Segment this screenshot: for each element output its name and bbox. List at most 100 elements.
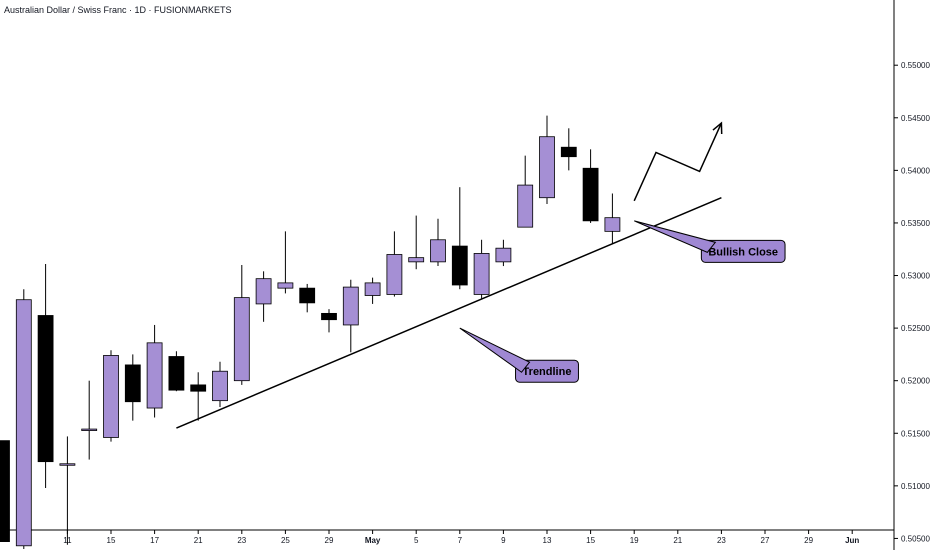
- bullish-candle[interactable]: [517, 155, 534, 228]
- x-tick-label: Jun: [845, 536, 859, 545]
- bullish-candle[interactable]: [539, 115, 555, 205]
- bullish-candle[interactable]: [212, 361, 228, 407]
- bullish-candle[interactable]: [277, 231, 294, 294]
- y-tick-label: 0.53000: [901, 272, 930, 281]
- candle-body: [146, 342, 163, 409]
- candle-body: [15, 299, 32, 547]
- candle-body: [212, 370, 228, 402]
- candle-body: [59, 463, 76, 466]
- candle-body: [168, 356, 185, 391]
- y-tick-label: 0.51000: [901, 482, 930, 491]
- x-tick-label: 13: [543, 536, 552, 545]
- candle-body: [517, 184, 534, 228]
- bullish-candle[interactable]: [430, 218, 446, 267]
- candle-body: [321, 312, 337, 321]
- candle-body: [473, 253, 490, 295]
- bullish-candle[interactable]: [342, 279, 359, 353]
- candle-body: [81, 428, 98, 431]
- candle-body: [37, 315, 54, 463]
- bearish-candle[interactable]: [0, 440, 10, 542]
- candle-body: [342, 286, 359, 326]
- candle-body: [124, 364, 141, 403]
- y-tick-label: 0.53500: [901, 219, 930, 228]
- x-tick-label: 21: [194, 536, 203, 545]
- trendline-line[interactable]: [176, 197, 722, 429]
- candle-body: [582, 167, 599, 222]
- projection-arrow-path[interactable]: [633, 122, 723, 202]
- x-tick-label: 29: [325, 536, 334, 545]
- y-tick-label: 0.50500: [901, 534, 930, 543]
- candle-body: [386, 254, 403, 295]
- candle-body: [255, 278, 272, 305]
- bullish-close-pointer: [634, 220, 717, 253]
- bullish-candle[interactable]: [146, 324, 163, 418]
- bullish-candle[interactable]: [103, 350, 119, 442]
- trendline-pointer: [459, 327, 531, 373]
- x-tick-label: 17: [150, 536, 159, 545]
- candle-body: [103, 355, 119, 438]
- bullish-candle[interactable]: [408, 215, 425, 270]
- bearish-candle[interactable]: [190, 372, 207, 421]
- candle-body: [364, 282, 381, 296]
- bearish-candle[interactable]: [451, 187, 468, 290]
- y-tick-label: 0.54500: [901, 114, 930, 123]
- candle-body: [604, 217, 621, 232]
- candles-layer: [0, 115, 621, 549]
- candle-body: [277, 282, 294, 289]
- x-tick-label: 23: [717, 536, 726, 545]
- bearish-candle[interactable]: [37, 263, 54, 488]
- x-tick-label: 7: [458, 536, 463, 545]
- projection-arrow-head: [712, 121, 723, 135]
- candle-body: [408, 257, 425, 263]
- candle-body: [539, 136, 555, 199]
- bullish-candle[interactable]: [233, 265, 250, 385]
- bearish-candle[interactable]: [582, 149, 599, 223]
- trendline-callout-box: [515, 359, 579, 383]
- y-tick-label: 0.55000: [901, 61, 930, 70]
- x-tick-label: 5: [414, 536, 419, 545]
- x-tick-label: 9: [501, 536, 506, 545]
- bullish-candle[interactable]: [15, 289, 32, 549]
- x-tick-label: 21: [673, 536, 682, 545]
- x-tick-label: 27: [761, 536, 770, 545]
- y-tick-label: 0.52000: [901, 377, 930, 386]
- y-tick-label: 0.52500: [901, 324, 930, 333]
- trendline-label: Trendline: [523, 366, 572, 378]
- bullish-candle[interactable]: [59, 436, 76, 545]
- candle-body: [233, 297, 250, 382]
- y-tick-label: 0.54000: [901, 166, 930, 175]
- bearish-candle[interactable]: [299, 283, 316, 313]
- bearish-candle[interactable]: [168, 351, 185, 392]
- x-tick-label: May: [365, 536, 381, 545]
- x-tick-label: 23: [237, 536, 246, 545]
- bullish-candle[interactable]: [364, 277, 381, 304]
- candle-body: [451, 245, 468, 286]
- chart-title: Australian Dollar / Swiss Franc · 1D · F…: [4, 5, 232, 15]
- bearish-candle[interactable]: [560, 128, 577, 171]
- bullish-close-annotation[interactable]: Bullish Close: [634, 220, 786, 263]
- candle-body: [560, 146, 577, 158]
- bearish-candle[interactable]: [124, 354, 141, 421]
- y-tick-label: 0.51500: [901, 429, 930, 438]
- bullish-candle[interactable]: [473, 239, 490, 299]
- bullish-candle[interactable]: [604, 193, 621, 244]
- x-tick-label: 15: [586, 536, 595, 545]
- x-tick-label: 29: [804, 536, 813, 545]
- candle-body: [430, 239, 446, 263]
- x-tick-label: 15: [107, 536, 116, 545]
- bearish-candle[interactable]: [321, 309, 337, 333]
- bullish-candle[interactable]: [255, 271, 272, 322]
- x-tick-label: 19: [630, 536, 639, 545]
- candle-body: [190, 384, 207, 392]
- candle-body: [0, 440, 10, 542]
- bullish-close-label: Bullish Close: [708, 246, 778, 258]
- bullish-candle[interactable]: [81, 380, 98, 460]
- trendline-annotation[interactable]: Trendline: [176, 197, 722, 429]
- bullish-close-callout-box: [700, 239, 786, 263]
- bullish-candle[interactable]: [386, 231, 403, 297]
- bullish-candle[interactable]: [495, 239, 512, 267]
- candle-body: [299, 287, 316, 304]
